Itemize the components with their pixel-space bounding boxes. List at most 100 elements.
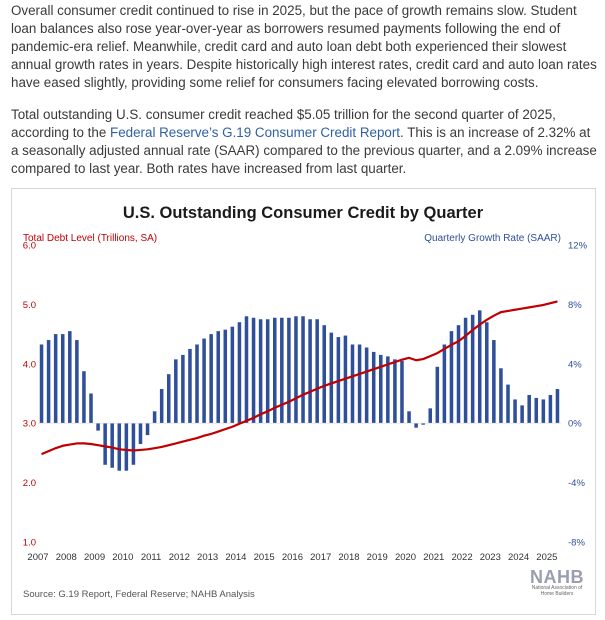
federal-reserve-g19-link[interactable]: Federal Reserve’s G.19 Consumer Credit R… (110, 125, 401, 140)
right-tick-label: -8% (568, 538, 585, 549)
x-tick-label: 2022 (451, 552, 472, 563)
growth-bar-2019Q4 (400, 360, 404, 424)
growth-bar-2010Q2 (131, 423, 136, 465)
growth-bar-2018Q2 (357, 344, 362, 424)
growth-bar-2011Q4 (174, 359, 178, 424)
growth-bar-2021Q3 (449, 331, 454, 424)
x-tick-label: 2007 (27, 552, 48, 563)
left-tick-label: 4.0 (23, 359, 36, 370)
paragraph-2-text-after: . This is an increase of 2.32% at a seas… (11, 125, 597, 176)
x-tick-label: 2020 (395, 552, 416, 563)
growth-bar-2019Q1 (379, 354, 383, 424)
right-tick-label: 12% (568, 241, 588, 252)
growth-bar-2021Q4 (456, 325, 461, 424)
x-tick-label: 2016 (282, 552, 303, 563)
growth-bar-2009Q2 (103, 423, 107, 465)
left-axis-ticks: 1.0 2.0 3.0 4.0 5.0 6.0 (23, 241, 36, 549)
growth-bar-2008Q1 (68, 331, 72, 424)
nahb-logo-subtitle: National Association of Home Builders (531, 585, 583, 597)
growth-bar-2009Q3 (110, 423, 114, 468)
growth-bar-2024Q2 (527, 394, 531, 424)
growth-bar-2012Q3 (195, 344, 199, 424)
growth-bar-2016Q4 (315, 319, 319, 424)
growth-bar-2011Q3 (166, 374, 171, 424)
growth-bar-2010Q3 (138, 423, 143, 444)
left-tick-label: 1.0 (23, 538, 36, 549)
growth-bar-2011Q2 (159, 389, 164, 424)
growth-bar-2007Q1 (39, 344, 44, 424)
growth-bar-2008Q3 (82, 371, 86, 424)
growth-bar-2023Q4 (513, 399, 517, 424)
x-tick-label: 2019 (367, 552, 388, 563)
nahb-logo: NAHB National Association of Home Builde… (527, 568, 587, 608)
left-tick-label: 5.0 (23, 300, 36, 311)
growth-bar-2013Q3 (223, 329, 228, 424)
growth-bar-2024Q1 (520, 405, 524, 424)
growth-bar-2009Q4 (117, 423, 122, 471)
growth-bar-2022Q1 (463, 317, 468, 424)
growth-bar-2017Q2 (329, 332, 334, 424)
growth-bar-2008Q4 (89, 393, 93, 424)
growth-bar-2018Q3 (364, 347, 369, 424)
growth-bar-2019Q2 (386, 356, 390, 424)
left-tick-label: 6.0 (23, 241, 36, 252)
growth-bar-2013Q1 (209, 334, 213, 424)
growth-bar-2020Q4 (428, 408, 433, 424)
paragraph-2-text-before: Total outstanding U.S. consumer credit r… (11, 107, 556, 140)
growth-bar-2018Q4 (371, 351, 376, 424)
x-tick-label: 2021 (423, 552, 444, 563)
growth-bar-2015Q1 (265, 319, 270, 424)
growth-bar-2015Q3 (280, 317, 284, 424)
growth-bar-2015Q4 (287, 317, 291, 424)
x-tick-label: 2014 (225, 552, 246, 563)
article-paragraph-1: Overall consumer credit continued to ris… (11, 3, 597, 90)
x-tick-label: 2023 (480, 552, 501, 563)
debt-level-line (41, 300, 558, 456)
x-tick-label: 2012 (169, 552, 190, 563)
chart-source: Source: G.19 Report, Federal Reserve; NA… (23, 589, 255, 600)
growth-bar-2020Q2 (414, 423, 418, 428)
growth-bar-2012Q4 (202, 338, 206, 424)
growth-bar-2011Q1 (152, 411, 157, 424)
growth-bar-2014Q3 (251, 317, 256, 424)
x-tick-label: 2024 (508, 552, 529, 563)
growth-bar-2007Q3 (53, 334, 58, 424)
growth-bar-2014Q4 (258, 319, 263, 424)
right-tick-label: 4% (568, 359, 582, 370)
growth-bar-2022Q3 (477, 310, 482, 424)
nahb-logo-word: NAHB (530, 567, 584, 587)
growth-bar-2023Q3 (506, 384, 510, 424)
growth-bar-2023Q2 (499, 368, 503, 424)
article-paragraph-2: Total outstanding U.S. consumer credit r… (11, 106, 599, 178)
x-tick-label: 2015 (254, 552, 275, 563)
x-tick-label: 2009 (84, 552, 105, 563)
growth-bar-2012Q1 (181, 354, 185, 424)
x-tick-label: 2011 (141, 552, 161, 563)
chart-title: U.S. Outstanding Consumer Credit by Quar… (123, 204, 484, 222)
growth-bar-2008Q2 (75, 340, 79, 424)
x-axis-ticks: 2007 2008 2009 2010 2011 2012 2013 2014 2015 2016… (27, 552, 557, 563)
growth-bar-2019Q3 (393, 359, 397, 424)
growth-bar-2007Q4 (60, 334, 65, 424)
growth-bar-2014Q1 (237, 322, 242, 424)
growth-bar-2021Q2 (442, 344, 447, 424)
growth-rate-bars (39, 310, 560, 471)
growth-bar-2020Q3 (421, 423, 425, 425)
right-tick-label: 8% (568, 300, 582, 311)
growth-bar-2016Q3 (308, 319, 312, 424)
growth-bar-2016Q1 (294, 316, 298, 424)
growth-bar-2022Q4 (485, 322, 489, 424)
right-tick-label: -4% (568, 478, 585, 489)
growth-bar-2009Q1 (96, 423, 100, 431)
chart-container: U.S. Outstanding Consumer Credit by Quar… (11, 188, 596, 615)
growth-bar-2025Q2 (555, 389, 560, 424)
growth-bar-2015Q2 (273, 317, 277, 424)
left-tick-label: 2.0 (23, 478, 36, 489)
x-tick-label: 2010 (112, 552, 133, 563)
growth-bar-2010Q1 (124, 423, 129, 471)
growth-bar-2024Q4 (541, 399, 546, 424)
left-tick-label: 3.0 (23, 419, 36, 430)
x-tick-label: 2013 (197, 552, 218, 563)
left-axis-label: Total Debt Level (Trillions, SA) (23, 233, 157, 244)
growth-bar-2013Q2 (216, 331, 220, 424)
